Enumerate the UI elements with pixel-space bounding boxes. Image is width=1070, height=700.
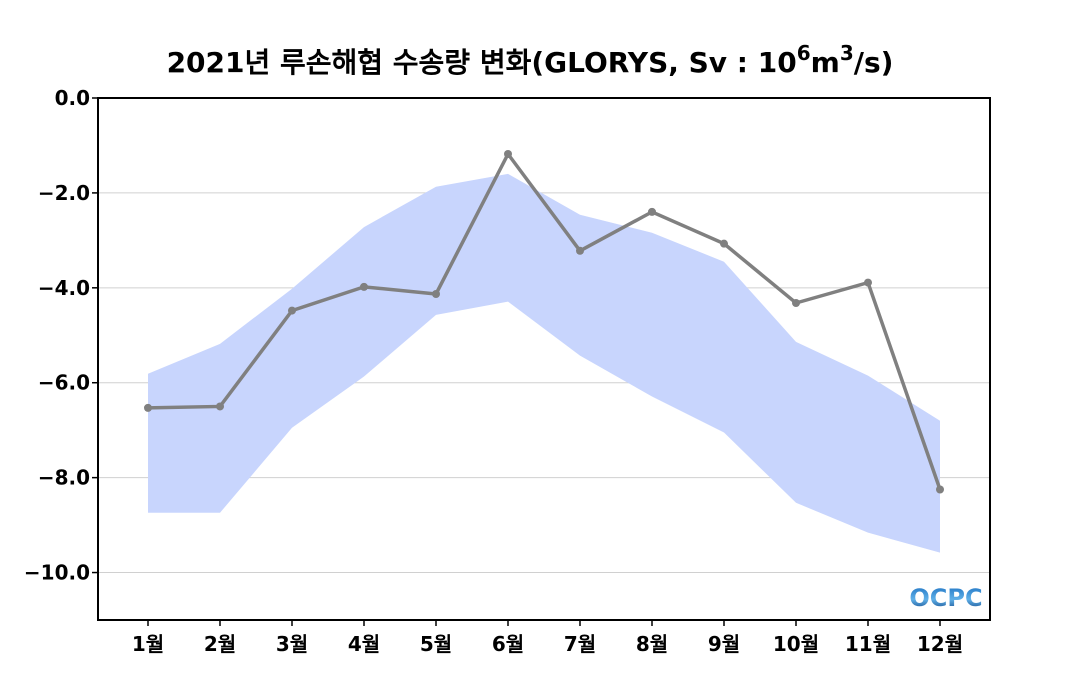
data-point — [504, 149, 512, 158]
x-tick-label: 6월 — [492, 632, 524, 656]
data-point — [288, 306, 296, 315]
y-tick-label: −4.0 — [38, 276, 90, 300]
x-tick-label: 12월 — [917, 632, 963, 656]
data-point — [864, 278, 872, 287]
ocpc-logo: OCPC — [909, 584, 982, 612]
y-tick-label: −2.0 — [38, 181, 90, 205]
svg-text:OCPC: OCPC — [909, 584, 982, 612]
chart-title: 2021년 루손해협 수송량 변화(GLORYS, Sv : 106m3/s) — [167, 41, 894, 79]
data-point — [576, 246, 584, 255]
y-tick-label: −10.0 — [24, 561, 90, 585]
data-point — [144, 403, 152, 412]
data-point — [216, 402, 224, 411]
data-point — [792, 299, 800, 308]
x-tick-label: 3월 — [276, 632, 308, 656]
data-point — [360, 282, 368, 291]
x-tick-label: 5월 — [420, 632, 452, 656]
y-tick-label: −8.0 — [38, 466, 90, 490]
data-point — [720, 239, 728, 248]
range-band — [148, 173, 940, 553]
x-tick-label: 11월 — [845, 632, 891, 656]
x-tick-label: 2월 — [204, 632, 236, 656]
x-tick-label: 7월 — [564, 632, 596, 656]
data-point — [936, 485, 944, 494]
y-tick-label: 0.0 — [55, 86, 90, 110]
x-tick-label: 1월 — [132, 632, 164, 656]
x-tick-label: 10월 — [773, 632, 819, 656]
y-tick-label: −6.0 — [38, 371, 90, 395]
plot-frame — [97, 97, 991, 621]
x-tick-label: 9월 — [708, 632, 740, 656]
series-line — [147, 150, 942, 491]
x-tick-label: 8월 — [636, 632, 668, 656]
data-point — [648, 207, 656, 216]
x-tick-label: 4월 — [348, 632, 380, 656]
data-point — [432, 289, 440, 298]
